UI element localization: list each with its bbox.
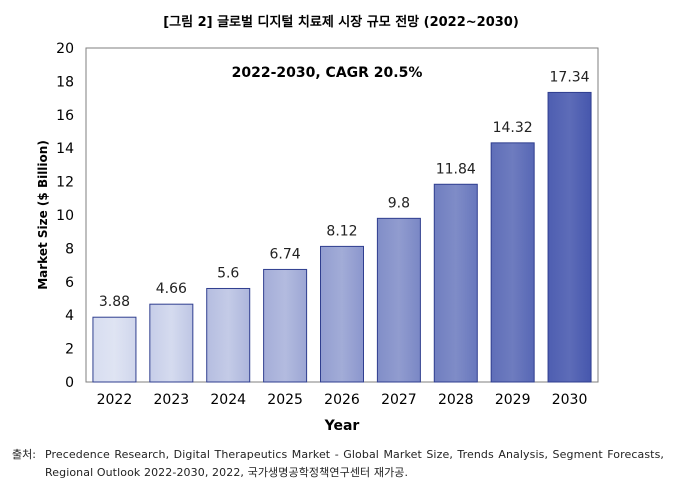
- y-tick-label: 10: [56, 208, 74, 224]
- bar-2029: [490, 142, 535, 383]
- x-axis-label: Year: [324, 418, 360, 434]
- data-label-2027: 9.8: [388, 195, 410, 211]
- bar-2023: [149, 303, 194, 383]
- bar-2030: [547, 91, 592, 383]
- x-tick-label: 2026: [324, 392, 360, 408]
- data-labels: 3.88 4.66 5.6 6.74 8.12 9.8 11.84 14.32 17.34: [99, 69, 590, 310]
- bar-2028: [433, 183, 478, 383]
- x-tick-label: 2029: [495, 392, 531, 408]
- data-label-2030: 17.34: [550, 69, 590, 85]
- y-tick-label: 20: [56, 41, 74, 57]
- bars: [92, 91, 592, 383]
- x-tick-label: 2023: [154, 392, 190, 408]
- source-note: 출처: Precedence Research, Digital Therape…: [12, 446, 664, 482]
- y-tick-label: 0: [65, 375, 74, 391]
- bar-2027: [376, 217, 421, 383]
- y-tick-label: 6: [65, 275, 74, 291]
- bar-2025: [263, 268, 308, 383]
- y-axis-ticks: 0 2 4 6 8 10 12 14 16 18 20: [56, 41, 74, 391]
- data-label-2026: 8.12: [326, 223, 357, 239]
- data-label-2029: 14.32: [493, 120, 533, 136]
- x-tick-label: 2022: [97, 392, 133, 408]
- figure-title: [그림 2] 글로벌 디지털 치료제 시장 규모 전망 (2022~2030): [163, 15, 519, 30]
- x-tick-label: 2030: [552, 392, 588, 408]
- data-label-2023: 4.66: [156, 281, 187, 297]
- x-tick-label: 2027: [381, 392, 417, 408]
- x-tick-label: 2025: [267, 392, 303, 408]
- y-tick-label: 14: [56, 141, 74, 157]
- data-label-2025: 6.74: [270, 246, 301, 262]
- y-tick-label: 8: [65, 241, 74, 257]
- y-tick-label: 12: [56, 175, 74, 191]
- source-text: Precedence Research, Digital Therapeutic…: [45, 448, 664, 479]
- bar-2024: [206, 287, 251, 383]
- y-axis-label: Market Size ($ Billion): [36, 140, 50, 290]
- bar-2026: [320, 245, 364, 383]
- bar-2022: [92, 316, 137, 383]
- y-tick-label: 18: [56, 74, 74, 90]
- data-label-2024: 5.6: [217, 265, 239, 281]
- data-label-2022: 3.88: [99, 294, 130, 310]
- x-axis-ticks: 2022 2023 2024 2025 2026 2027 2028 2029 2030: [97, 392, 588, 408]
- source-label: 출처:: [12, 448, 36, 461]
- y-tick-label: 16: [56, 108, 74, 124]
- y-tick-label: 2: [65, 342, 74, 358]
- y-tick-label: 4: [65, 308, 74, 324]
- data-label-2028: 11.84: [436, 161, 476, 177]
- chart-annotation: 2022-2030, CAGR 20.5%: [232, 65, 423, 81]
- x-tick-label: 2028: [438, 392, 474, 408]
- x-tick-label: 2024: [210, 392, 246, 408]
